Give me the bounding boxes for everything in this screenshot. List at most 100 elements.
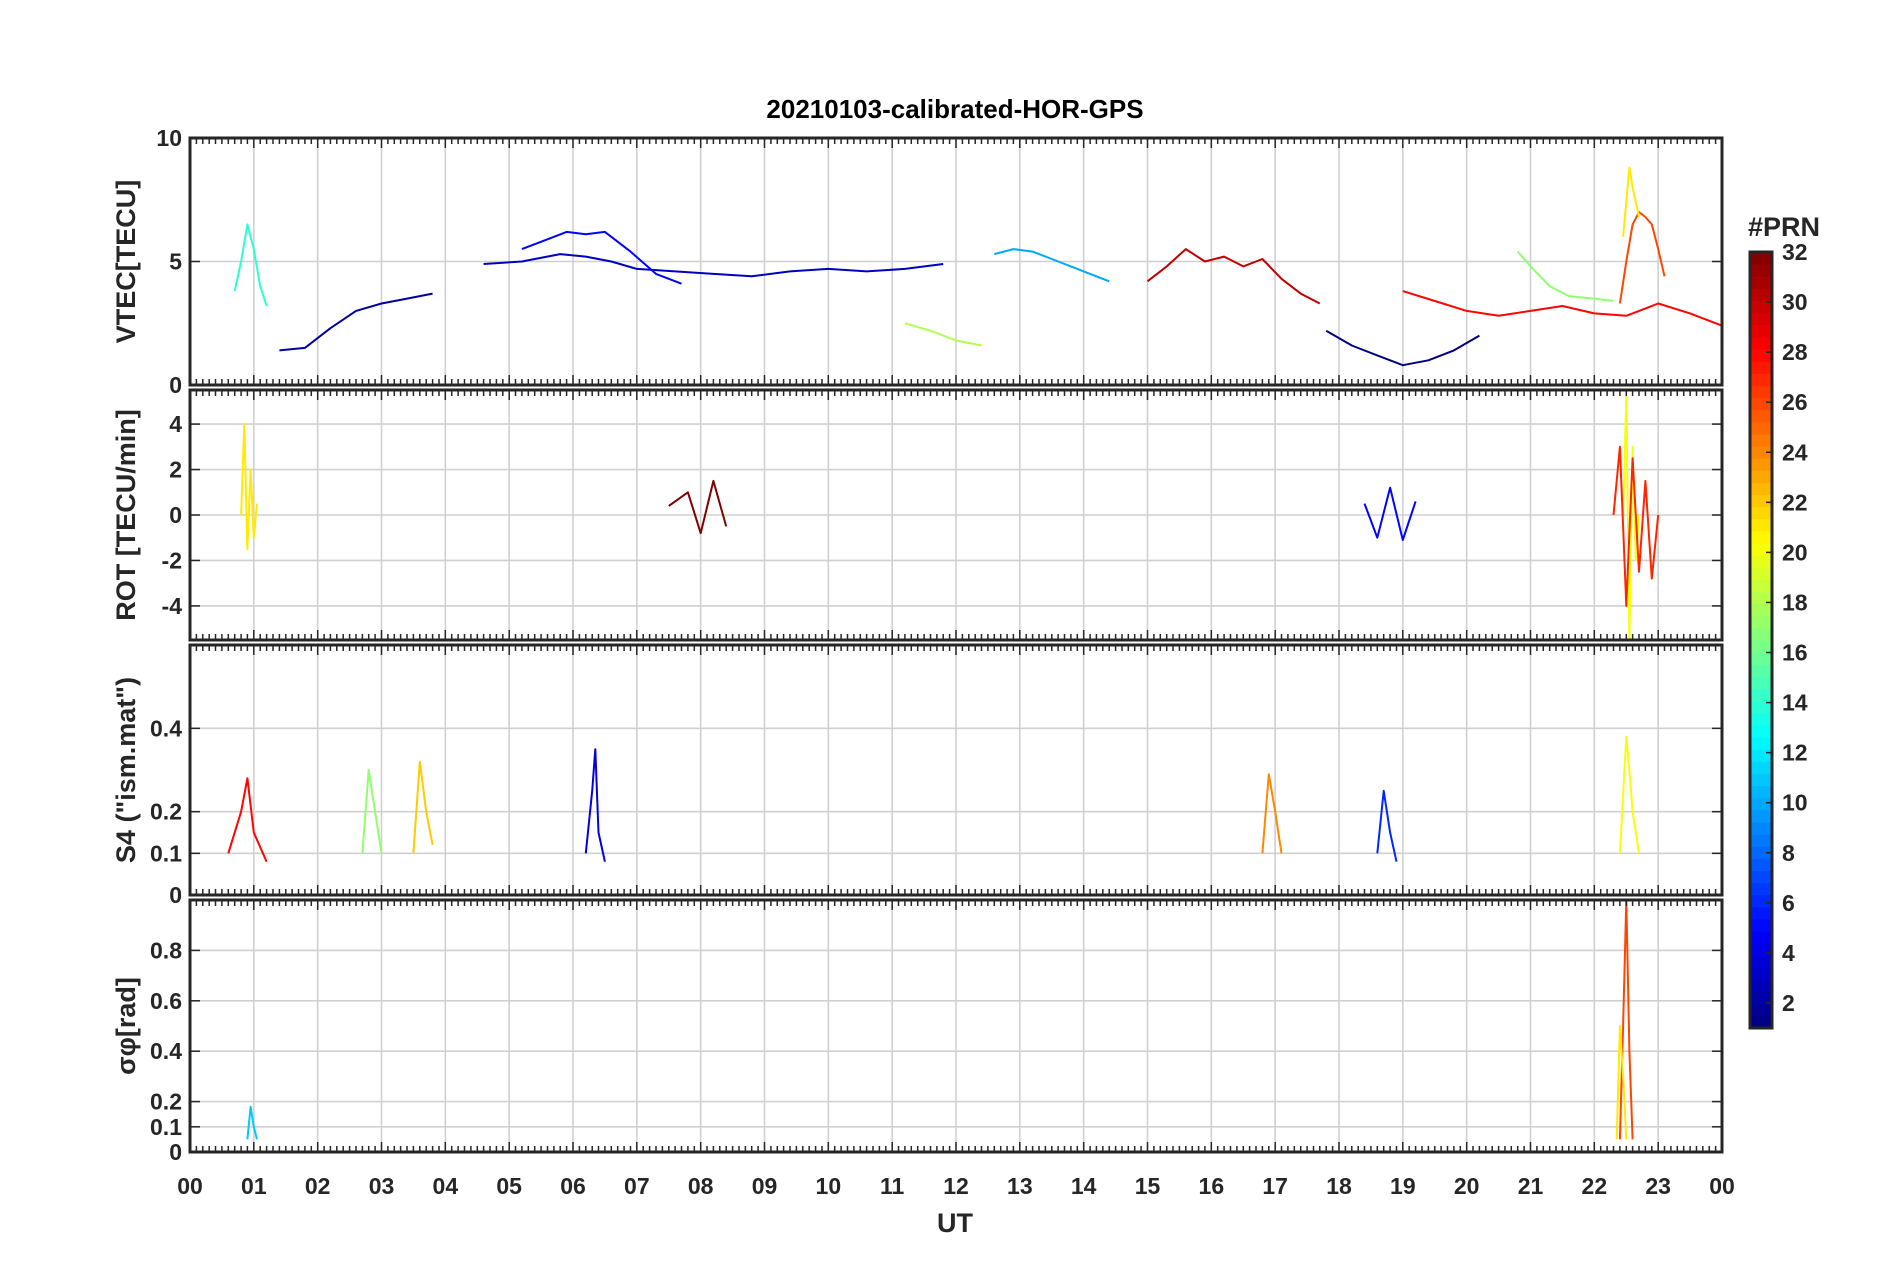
colorbar-tick-label: 4 [1782, 940, 1795, 966]
colorbar-tick-label: 16 [1782, 640, 1808, 666]
colorbar-swatch [1750, 955, 1772, 968]
colorbar-swatch [1750, 433, 1772, 447]
colorbar-swatch [1750, 834, 1772, 847]
series-prn-28 [1402, 290, 1722, 327]
colorbar-swatch [1750, 288, 1772, 302]
colorbar-tick-label: 24 [1782, 439, 1808, 465]
traces [227, 735, 1640, 863]
y-axis-label: ROT [TECU/min] [111, 409, 141, 620]
series-prn-26 [1618, 211, 1666, 304]
colorbar-swatch [1750, 870, 1772, 884]
series-prn-20 [1622, 395, 1640, 640]
colorbar-swatch [1750, 506, 1772, 520]
colorbar-swatch [1750, 603, 1772, 617]
colorbar-swatch [1750, 567, 1772, 580]
x-tick-label: 15 [1135, 1173, 1161, 1199]
colorbar-tick-label: 30 [1782, 289, 1808, 315]
colorbar-tick-label: 32 [1782, 239, 1808, 265]
series-prn-5 [1363, 486, 1417, 541]
series-prn-2 [279, 292, 433, 352]
colorbar-swatch [1750, 349, 1772, 362]
colorbar-tick-label: 8 [1782, 840, 1795, 866]
series-prn-27 [1612, 445, 1660, 607]
colorbar-swatch [1750, 300, 1772, 314]
colorbar-swatch [1750, 991, 1772, 1005]
panel-1: 0 5 10 VTEC[TECU] [111, 125, 1724, 398]
colorbar-swatch [1750, 1003, 1772, 1017]
colorbar-swatch [1750, 712, 1772, 726]
colorbar-swatch [1750, 894, 1772, 908]
panel-3: 0 0.1 0.2 0.4 S4 ("ism.mat") [111, 643, 1724, 908]
panel-2: -4 -2 0 2 4 ROT [TECU/min] [111, 388, 1724, 642]
y-tick-label: 5 [169, 249, 182, 275]
series-prn-21 [1622, 166, 1640, 237]
x-tick-label: 16 [1199, 1173, 1225, 1199]
colorbar-frame [1748, 250, 1774, 1030]
series-prn-17 [361, 769, 383, 854]
colorbar-swatch [1750, 627, 1772, 641]
colorbar-tick-label: 26 [1782, 389, 1808, 415]
x-tick-label: 09 [752, 1173, 778, 1199]
colorbar-swatch [1750, 676, 1772, 690]
x-tick-label: 12 [943, 1173, 969, 1199]
colorbar-swatch [1750, 543, 1772, 556]
x-tick-label: 23 [1645, 1173, 1671, 1199]
x-tick-label: 17 [1262, 1173, 1288, 1199]
y-tick-label: 0.2 [150, 799, 182, 825]
chart-title: 20210103-calibrated-HOR-GPS [766, 94, 1143, 124]
colorbar-swatch [1750, 361, 1772, 374]
colorbar-swatch [1750, 773, 1772, 787]
colorbar-swatch [1750, 858, 1772, 871]
colorbar-swatch [1750, 652, 1772, 665]
y-tick-label: 0.1 [150, 840, 182, 866]
x-tick-label: 11 [880, 1173, 905, 1199]
series-prn-22 [412, 760, 434, 854]
x-tick-label: 19 [1390, 1173, 1416, 1199]
colorbar-swatch [1750, 312, 1772, 326]
series-prn-30 [1146, 248, 1321, 305]
colorbar-swatch [1750, 252, 1772, 265]
y-tick-label: 0 [169, 372, 182, 398]
colorbar-swatch [1750, 640, 1772, 653]
traces [233, 166, 1722, 367]
colorbar-tick-label: 10 [1782, 790, 1808, 816]
x-tick-label: 03 [369, 1173, 395, 1199]
colorbar-swatch [1750, 494, 1772, 508]
traces [246, 900, 1634, 1140]
y-tick-label: 0.4 [150, 1038, 182, 1064]
x-tick-label: 22 [1582, 1173, 1608, 1199]
plot-frame [188, 643, 1724, 897]
colorbar-swatch [1750, 931, 1772, 944]
y-tick-label: 0.1 [150, 1114, 182, 1140]
colorbar-swatch [1750, 446, 1772, 459]
series-prn-20 [1618, 735, 1640, 854]
colorbar-swatch [1750, 409, 1772, 423]
y-axis-label: S4 ("ism.mat") [111, 677, 141, 863]
colorbar-swatch [1750, 591, 1772, 605]
series-prn-28 [227, 777, 268, 863]
panel-4: 00.10.2 0.4 0.6 0.8 σφ[rad] [111, 898, 1724, 1165]
colorbar-tick-label: 2 [1782, 990, 1795, 1016]
colorbar-swatch [1750, 615, 1772, 629]
series-prn-21 [1615, 1025, 1628, 1140]
x-tick-label: 02 [305, 1173, 331, 1199]
y-tick-label: 10 [156, 125, 182, 151]
x-axis: 00 01 02 03 04 05 06 07 08 09 10 11 12 13 14 15 16 17 18 19… [177, 1173, 1735, 1199]
colorbar-tick-label: 14 [1782, 690, 1808, 716]
colorbar-tick-label: 18 [1782, 589, 1808, 615]
y-axis-label: VTEC[TECU] [111, 180, 141, 344]
colorbar-swatch [1750, 700, 1772, 714]
colorbar-swatch [1750, 906, 1772, 920]
y-tick-label: 2 [169, 457, 182, 483]
colorbar-tick-label: 20 [1782, 539, 1808, 565]
series-prn-17 [1516, 250, 1614, 302]
colorbar-swatch [1750, 761, 1772, 774]
series-prn-5 [521, 230, 682, 285]
y-tick-label: 0.2 [150, 1089, 182, 1115]
colorbar-swatch [1750, 664, 1772, 677]
x-tick-label: 08 [688, 1173, 714, 1199]
x-axis-label: UT [937, 1208, 973, 1238]
